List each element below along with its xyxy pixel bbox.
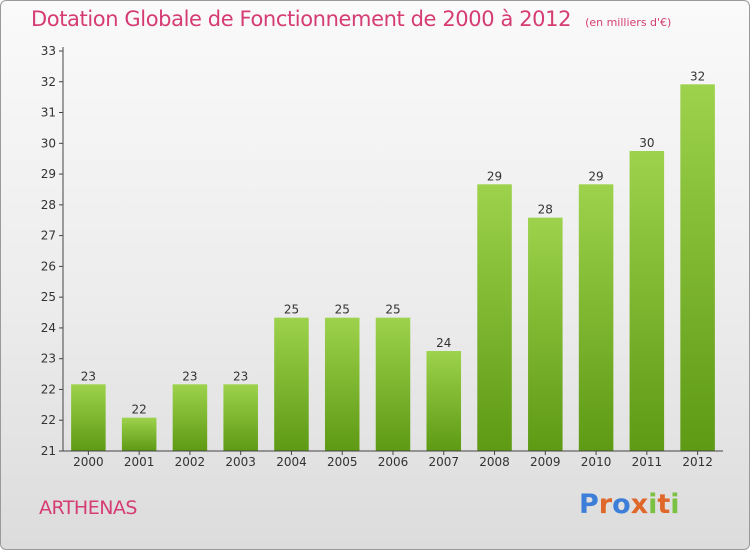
bar-2007 — [426, 351, 462, 451]
y-tick-label: 21 — [41, 444, 56, 458]
x-tick-label: 2009 — [530, 455, 561, 469]
bar-2009 — [528, 217, 563, 451]
y-tick-label: 25 — [41, 290, 56, 304]
y-tick-label: 23 — [41, 352, 56, 366]
bar-2011 — [629, 151, 665, 451]
bar-2012 — [680, 84, 715, 451]
bar-value-label: 32 — [690, 69, 705, 83]
bar-value-label: 28 — [538, 203, 553, 217]
bar-2004 — [274, 317, 309, 451]
bar-value-label: 29 — [588, 169, 603, 183]
y-tick-label: 32 — [41, 75, 56, 89]
title-text: Dotation Globale de Fonctionnement de 20… — [31, 7, 572, 31]
x-tick-label: 2001 — [124, 455, 155, 469]
bar-value-label: 29 — [487, 169, 502, 183]
bar-2010 — [578, 184, 614, 452]
proxiti-logo: Proxiti — [579, 489, 680, 520]
logo-letter: i — [648, 489, 658, 520]
x-tick-label: 2007 — [428, 455, 459, 469]
bar-2000 — [71, 384, 106, 451]
bar-2001 — [121, 417, 157, 451]
bar-2003 — [223, 384, 258, 451]
x-tick-label: 2012 — [682, 455, 713, 469]
x-tick-label: 2000 — [73, 455, 104, 469]
bar-value-label: 24 — [436, 336, 451, 350]
bar-value-label: 23 — [233, 369, 248, 383]
logo-letter: r — [598, 489, 613, 520]
bar-value-label: 30 — [639, 136, 654, 150]
unit-label: (en milliers d'€) — [585, 16, 672, 29]
x-tick-label: 2002 — [175, 455, 206, 469]
bar-value-label: 22 — [132, 403, 147, 417]
y-tick-label: 33 — [41, 44, 56, 58]
logo-letter: x — [630, 489, 649, 520]
bars-group: 23 22 23 23 25 25 25 24 29 28 29 30 32 — [71, 69, 715, 452]
y-tick-label: 26 — [41, 259, 56, 273]
logo-letter: i — [670, 489, 680, 520]
x-tick-label: 2010 — [581, 455, 612, 469]
bar-value-label: 23 — [81, 369, 96, 383]
y-tick-label: 24 — [41, 321, 56, 335]
logo-letter: o — [612, 489, 631, 520]
y-tick-label: 22 — [41, 382, 56, 396]
y-tick-label: 31 — [41, 106, 56, 120]
bar-value-label: 25 — [335, 303, 350, 317]
bar-2008 — [477, 184, 512, 452]
bar-value-label: 23 — [182, 369, 197, 383]
bar-2005 — [324, 317, 360, 451]
logo-letter: t — [657, 489, 671, 520]
x-tick-label: 2004 — [276, 455, 307, 469]
logo-letter: P — [579, 489, 599, 520]
y-tick-label: 29 — [41, 167, 56, 181]
x-axis: 2000 2001 2002 2003 2004 2005 2006 2007 2008 2009… — [63, 450, 723, 469]
bar-2006 — [375, 317, 411, 451]
x-tick-label: 2008 — [479, 455, 510, 469]
y-tick-label: 30 — [41, 136, 56, 150]
chart-title: Dotation Globale de Fonctionnement de 20… — [31, 7, 671, 31]
y-tick-label: 28 — [41, 198, 56, 212]
bar-value-label: 25 — [284, 303, 299, 317]
bar-2002 — [172, 384, 208, 451]
x-tick-label: 2003 — [225, 455, 256, 469]
x-tick-label: 2006 — [378, 455, 409, 469]
y-tick-label: 22 — [41, 413, 56, 427]
bar-value-label: 25 — [385, 303, 400, 317]
x-tick-label: 2011 — [632, 455, 663, 469]
y-axis: 21 22 22 23 24 25 26 27 28 29 30 31 32 33 — [41, 44, 64, 458]
commune-name: ARTHENAS — [39, 497, 138, 519]
y-tick-label: 27 — [41, 229, 56, 243]
x-tick-label: 2005 — [327, 455, 358, 469]
